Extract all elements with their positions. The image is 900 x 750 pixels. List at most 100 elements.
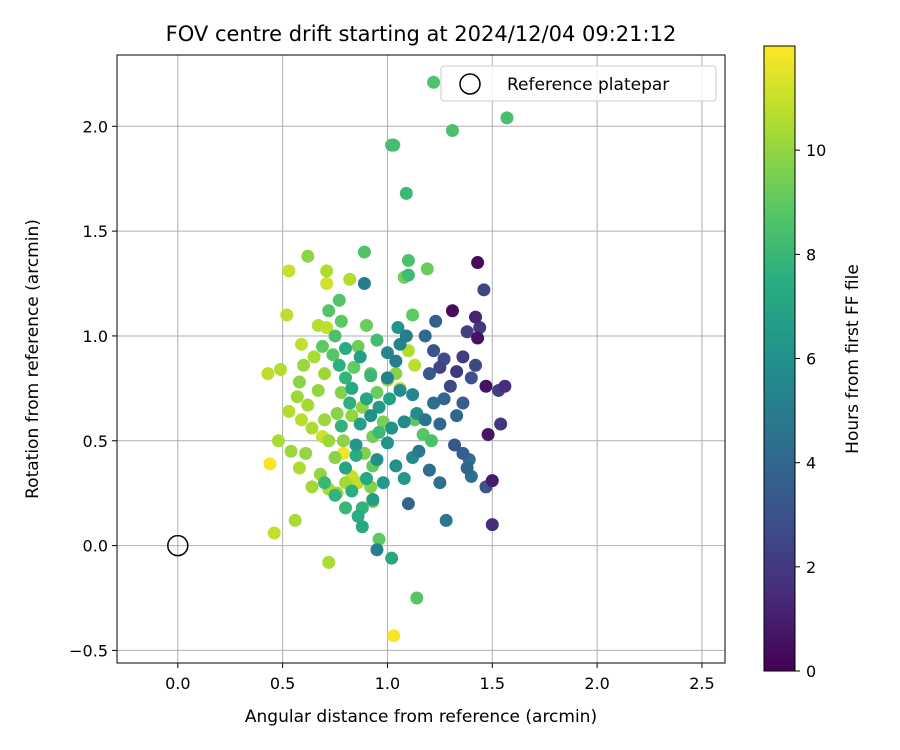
scatter-point <box>372 400 386 414</box>
scatter-point <box>412 444 426 458</box>
scatter-point <box>376 476 390 490</box>
y-tick-label: 2.0 <box>83 117 108 136</box>
scatter-point <box>370 333 384 347</box>
scatter-point <box>351 339 365 353</box>
scatter-point <box>372 532 386 546</box>
scatter-point <box>433 360 447 374</box>
scatter-point <box>401 497 415 511</box>
scatter-point <box>267 526 281 540</box>
scatter-point <box>351 509 365 523</box>
scatter-point <box>420 262 434 276</box>
scatter-point <box>385 138 399 152</box>
scatter-point <box>271 434 285 448</box>
scatter-point <box>305 480 319 494</box>
scatter-point <box>424 434 438 448</box>
scatter-point <box>494 417 508 431</box>
x-axis-label: Angular distance from reference (arcmin) <box>245 707 597 727</box>
scatter-point <box>456 350 470 364</box>
scatter-point <box>485 474 499 488</box>
plot-frame <box>116 54 726 664</box>
scatter-point <box>456 396 470 410</box>
scatter-point <box>339 461 353 475</box>
scatter-point <box>385 421 399 435</box>
colorbar-label: Hours from first FF file <box>843 264 863 454</box>
colorbar-tick-label: 10 <box>806 141 826 160</box>
scatter-point <box>433 417 447 431</box>
scatter-point <box>359 392 373 406</box>
scatter-point <box>366 492 380 506</box>
scatter-point <box>274 362 288 376</box>
x-tick-label: 2.5 <box>689 674 714 693</box>
scatter-point <box>370 543 384 557</box>
scatter-point <box>299 446 313 460</box>
scatter-point <box>364 409 378 423</box>
scatter-point <box>334 386 348 400</box>
scatter-point <box>469 358 483 372</box>
scatter-point <box>345 484 359 498</box>
scatter-point <box>311 383 325 397</box>
colorbar: 0 2 4 6 8 10 Hours from first FF file <box>763 45 863 681</box>
scatter-point <box>460 461 474 475</box>
scatter-point <box>330 407 344 421</box>
scatter-point <box>498 379 512 393</box>
scatter-point <box>433 476 447 490</box>
scatter-point <box>469 310 483 324</box>
scatter-point <box>339 342 353 356</box>
scatter-point <box>456 446 470 460</box>
reference-marker-layer <box>167 534 189 557</box>
y-tick-label: 0.0 <box>83 537 108 556</box>
scatter-point <box>292 375 306 389</box>
scatter-point <box>464 371 478 385</box>
scatter-point <box>408 358 422 372</box>
scatter-point <box>349 438 363 452</box>
scatter-point <box>318 413 332 427</box>
scatter-point <box>320 277 334 291</box>
scatter-point <box>343 272 357 286</box>
scatter-point <box>427 75 441 89</box>
scatter-point <box>406 308 420 322</box>
scatter-point <box>328 451 342 465</box>
scatter-point <box>359 472 373 486</box>
scatter-point <box>448 438 462 452</box>
x-tick-label: 0.5 <box>270 674 295 693</box>
scatter-point <box>450 365 464 379</box>
scatter-point <box>364 369 378 383</box>
scatter-point <box>349 448 363 462</box>
legend-box <box>440 65 717 102</box>
scatter-point <box>401 253 415 267</box>
scatter-point <box>328 329 342 343</box>
legend: Reference platepar <box>440 65 717 102</box>
scatter-point <box>406 388 420 402</box>
scatter-point <box>307 350 321 364</box>
colorbar-tick-label: 2 <box>806 558 816 577</box>
scatter-point <box>355 520 369 534</box>
scatter-point <box>318 367 332 381</box>
scatter-point <box>280 308 294 322</box>
scatter-point <box>399 329 413 343</box>
chart-title: FOV centre drift starting at 2024/12/04 … <box>166 22 677 46</box>
scatter-point <box>328 488 342 502</box>
scatter-point <box>294 337 308 351</box>
x-tick-label: 2.0 <box>584 674 609 693</box>
data-points <box>261 75 514 643</box>
colorbar-tick-label: 0 <box>806 662 816 681</box>
scatter-point <box>290 390 304 404</box>
scatter-point <box>387 629 401 643</box>
scatter-point <box>389 459 403 473</box>
y-tick-label: 1.5 <box>83 222 108 241</box>
scatter-point <box>422 367 436 381</box>
scatter-point <box>418 413 432 427</box>
scatter-point <box>370 453 384 467</box>
scatter-point <box>443 379 457 393</box>
scatter-point <box>439 513 453 527</box>
scatter-point <box>339 501 353 515</box>
legend-reference-marker <box>459 73 481 95</box>
scatter-point <box>334 314 348 328</box>
scatter-point <box>397 472 411 486</box>
scatter-point <box>353 417 367 431</box>
scatter-point <box>301 398 315 412</box>
scatter-point <box>450 409 464 423</box>
scatter-point <box>288 513 302 527</box>
reference-platepar-marker <box>167 534 189 557</box>
